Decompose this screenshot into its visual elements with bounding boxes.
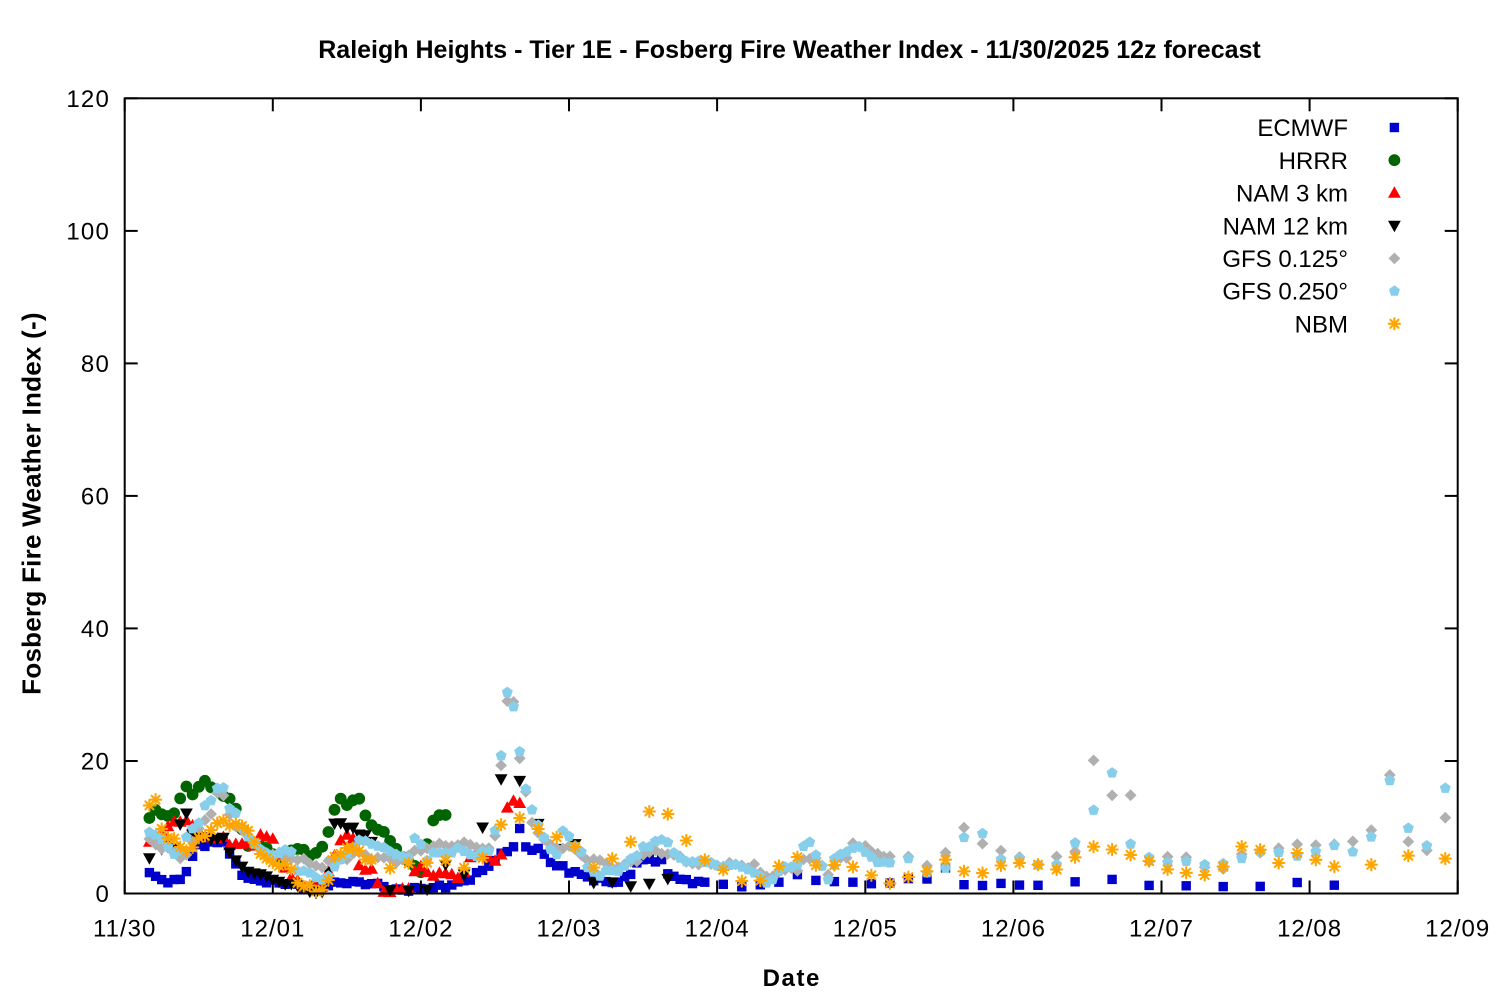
svg-text:100: 100 <box>66 219 110 246</box>
svg-text:12/06: 12/06 <box>981 916 1046 943</box>
svg-text:GFS 0.250°: GFS 0.250° <box>1222 279 1348 306</box>
svg-text:12/02: 12/02 <box>388 916 453 943</box>
svg-text:12/04: 12/04 <box>685 916 750 943</box>
svg-text:Date: Date <box>763 965 821 992</box>
svg-text:120: 120 <box>66 86 110 113</box>
svg-text:NAM 3 km: NAM 3 km <box>1236 181 1348 208</box>
svg-text:Fosberg Fire Weather Index (-): Fosberg Fire Weather Index (-) <box>17 312 47 695</box>
svg-text:12/05: 12/05 <box>833 916 898 943</box>
svg-text:NBM: NBM <box>1295 311 1348 338</box>
svg-text:40: 40 <box>81 616 110 643</box>
svg-text:12/01: 12/01 <box>240 916 305 943</box>
svg-text:0: 0 <box>95 881 110 908</box>
svg-text:60: 60 <box>81 484 110 511</box>
svg-text:Raleigh Heights - Tier 1E - Fo: Raleigh Heights - Tier 1E - Fosberg Fire… <box>318 36 1261 64</box>
svg-text:GFS 0.125°: GFS 0.125° <box>1222 246 1348 273</box>
svg-text:NAM 12 km: NAM 12 km <box>1223 213 1348 240</box>
svg-text:20: 20 <box>81 749 110 776</box>
svg-text:12/08: 12/08 <box>1277 916 1342 943</box>
svg-text:ECMWF: ECMWF <box>1257 115 1348 142</box>
svg-text:HRRR: HRRR <box>1279 148 1348 175</box>
svg-text:12/03: 12/03 <box>536 916 601 943</box>
svg-text:80: 80 <box>81 351 110 378</box>
svg-text:11/30: 11/30 <box>93 916 156 943</box>
svg-text:12/07: 12/07 <box>1129 916 1194 943</box>
svg-text:12/09: 12/09 <box>1425 916 1490 943</box>
